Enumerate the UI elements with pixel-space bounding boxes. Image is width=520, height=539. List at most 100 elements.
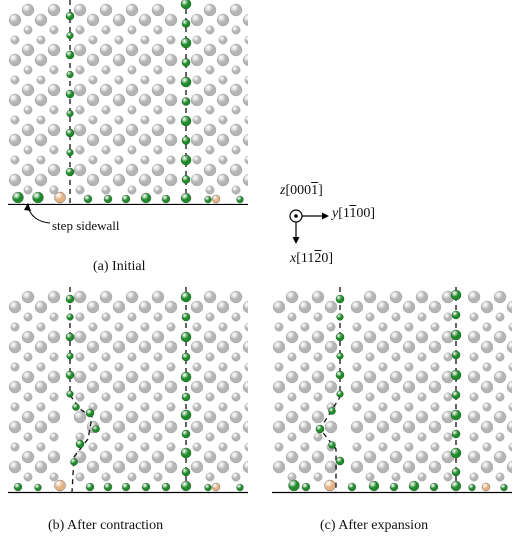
green-atom [450,480,462,492]
gray-atom [391,392,401,402]
gray-atom [138,133,152,147]
gray-atom [391,312,401,322]
gray-atom [287,352,297,362]
gray-atom [218,35,228,45]
gray-atom [203,123,217,137]
gray-atom [36,322,46,332]
gray-atom [112,300,126,314]
gray-atom [164,380,178,394]
gray-atom [190,340,204,354]
gray-atom [326,322,336,332]
gray-atom [324,460,338,474]
gray-atom [21,3,35,17]
gray-atom [229,163,243,177]
gray-atom [430,442,440,452]
gray-atom [140,322,150,332]
gray-atom [164,13,178,27]
gray-atom [125,163,139,177]
gray-atom [495,312,505,322]
gray-atom [138,173,152,187]
gray-atom [88,75,98,85]
gray-atom [274,322,284,332]
gray-atom [242,173,248,187]
gray-atom [218,115,228,125]
green-atom [180,76,192,88]
gray-atom [190,420,204,434]
gray-atom [21,450,35,464]
green-atom [181,392,191,402]
gray-atom [443,472,453,482]
green-atom [335,370,345,380]
gray-atom [73,330,87,344]
gray-atom [326,362,336,372]
gray-atom [151,83,165,97]
gray-atom [244,75,248,85]
green-atom [204,195,212,204]
gray-atom [8,420,22,434]
gray-atom [508,402,512,412]
green-atom [180,192,192,204]
gray-atom [493,450,507,464]
gray-atom [190,93,204,107]
gray-atom [164,420,178,434]
gray-atom [231,472,241,482]
green-atom [336,313,344,321]
gray-atom [99,290,113,304]
gray-atom [153,312,163,322]
gray-atom [23,352,33,362]
green-atom [180,331,192,343]
gray-atom [153,185,163,195]
green-atom [181,467,191,477]
caption-initial: (a) Initial [93,259,146,274]
gray-atom [391,432,401,442]
green-atom [468,483,476,492]
green-atom [451,350,461,360]
gray-atom [75,312,85,322]
gray-atom [36,442,46,452]
gray-atom [127,392,137,402]
gray-atom [125,330,139,344]
gray-atom [99,450,113,464]
gray-atom [469,472,479,482]
gray-atom [164,340,178,354]
gray-atom [86,173,100,187]
gray-atom [428,460,442,474]
gray-atom [391,472,401,482]
orange-atom [211,482,221,492]
green-atom [161,482,171,492]
gray-atom [112,460,126,474]
gray-atom [363,370,377,384]
green-atom [65,167,75,177]
gray-atom [231,65,241,75]
gray-atom [166,322,176,332]
gray-atom [216,173,230,187]
gray-atom [8,380,22,394]
gray-atom [389,410,403,424]
gray-atom [23,432,33,442]
gray-atom [415,330,429,344]
gray-atom [151,163,165,177]
gray-atom [467,450,481,464]
gray-atom [298,340,312,354]
gray-atom [114,442,124,452]
gray-atom [36,35,46,45]
green-atom [236,195,244,204]
gray-atom [21,370,35,384]
green-atom [181,58,191,67]
gray-atom [244,442,248,452]
gray-atom [151,123,165,137]
gray-atom [140,75,150,85]
green-atom [140,192,152,204]
gray-atom [99,330,113,344]
gray-atom [242,93,248,107]
gray-atom [86,93,100,107]
gray-atom [151,410,165,424]
gray-atom [75,472,85,482]
gray-atom [125,83,139,97]
green-atom [180,0,192,10]
gray-atom [313,312,323,322]
gray-atom [34,53,48,67]
gray-atom [417,352,427,362]
gray-atom [352,402,362,412]
gray-atom [127,432,137,442]
